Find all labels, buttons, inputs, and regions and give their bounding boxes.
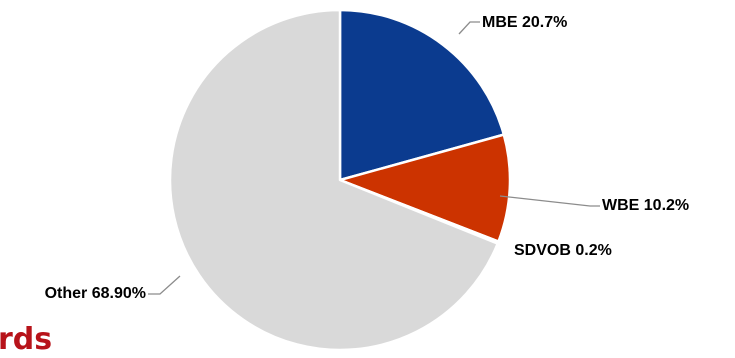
slice-label-mbe: MBE 20.7%	[482, 14, 567, 31]
pie-slices	[168, 8, 512, 352]
pie-slice-wbe	[338, 133, 512, 243]
leader-line-other	[148, 275, 181, 295]
pie-slice-mbe	[338, 8, 506, 182]
slice-label-wbe: WBE 10.2%	[602, 197, 689, 214]
slice-labels: MBE 20.7% WBE 10.2% SDVOB 0.2% Other 68.90%	[45, 14, 690, 302]
leader-line-wbe	[499, 195, 600, 207]
pie-slice-other	[168, 8, 499, 352]
leader-line-mbe	[458, 21, 480, 35]
leader-lines	[148, 21, 600, 295]
section-heading-fragment: rds	[0, 322, 53, 357]
slice-label-sdvob: SDVOB 0.2%	[514, 242, 612, 259]
slice-label-other: Other 68.90%	[45, 285, 146, 302]
